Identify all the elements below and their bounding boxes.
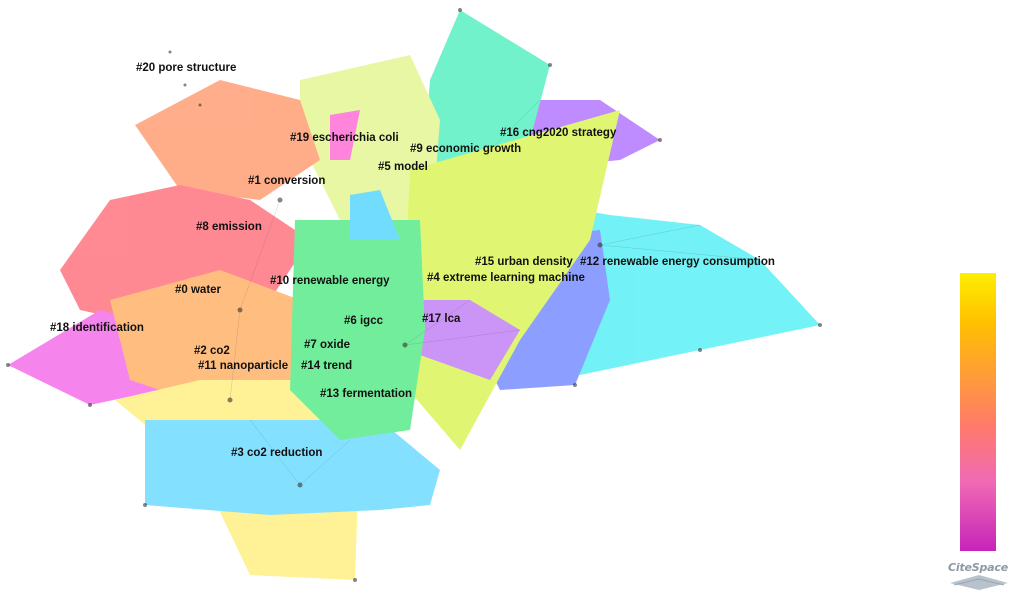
- edge: [249, 419, 301, 486]
- node: [6, 363, 10, 367]
- cluster-hull-19: [330, 110, 360, 160]
- node: [183, 83, 187, 87]
- cluster-label-1: #1 conversion: [248, 175, 326, 187]
- edge: [404, 299, 471, 346]
- cluster-label-8: #8 emission: [196, 221, 262, 233]
- cluster-label-2: #2 co2: [194, 345, 230, 357]
- node: [658, 138, 662, 142]
- year-color-legend: [960, 273, 996, 551]
- node: [353, 578, 357, 582]
- cluster-hull-17: [395, 300, 520, 380]
- cluster-label-14: #14 trend: [301, 360, 353, 372]
- edge: [404, 329, 521, 346]
- node: [597, 242, 603, 248]
- node: [402, 342, 408, 348]
- cluster-label-6: #6 igcc: [344, 315, 383, 327]
- cluster-hull-10: [290, 220, 425, 440]
- cluster-label-18: #18 identification: [50, 322, 144, 334]
- node: [277, 197, 283, 203]
- node: [227, 397, 233, 403]
- cluster-label-19: #19 escherichia coli: [290, 132, 399, 144]
- node: [698, 348, 702, 352]
- cluster-label-16: #16 cng2020 strategy: [500, 127, 617, 139]
- cluster-label-3: #3 co2 reduction: [231, 447, 323, 459]
- cluster-label-15: #15 urban density: [475, 256, 573, 268]
- node: [297, 482, 303, 488]
- cluster-label-9: #9 economic growth: [410, 143, 522, 155]
- edge: [489, 99, 541, 151]
- edge: [599, 244, 761, 261]
- node: [143, 503, 147, 507]
- brand-name: CiteSpace: [948, 561, 1008, 574]
- edge: [599, 224, 701, 246]
- cluster-hull-12b: [350, 190, 400, 240]
- cluster-label-11: #11 nanoparticle: [198, 360, 289, 372]
- node: [88, 403, 92, 407]
- node: [818, 323, 822, 327]
- edge: [299, 439, 351, 486]
- node: [458, 8, 462, 12]
- cluster-label-20: #20 pore structure: [136, 62, 237, 74]
- cluster-hull-1: [135, 80, 320, 200]
- citespace-logo: [950, 575, 1008, 590]
- node: [198, 103, 202, 107]
- node: [548, 63, 552, 67]
- cluster-label-0: #0 water: [175, 284, 222, 296]
- edge: [239, 199, 281, 311]
- cluster-label-7: #7 oxide: [304, 339, 351, 351]
- cluster-label-10: #10 renewable energy: [270, 275, 390, 287]
- cluster-label-5: #5 model: [378, 161, 428, 173]
- edge: [229, 309, 241, 401]
- node: [168, 50, 172, 54]
- cluster-hull-5: [300, 55, 440, 250]
- cluster-label-13: #13 fermentation: [320, 388, 413, 400]
- cluster-label-12: #12 renewable energy consumption: [580, 256, 775, 268]
- node: [237, 307, 243, 313]
- cluster-label-4: #4 extreme learning machine: [427, 272, 585, 284]
- node: [573, 383, 577, 387]
- cluster-label-17: #17 lca: [422, 313, 461, 325]
- cluster-hull-14: [145, 420, 440, 515]
